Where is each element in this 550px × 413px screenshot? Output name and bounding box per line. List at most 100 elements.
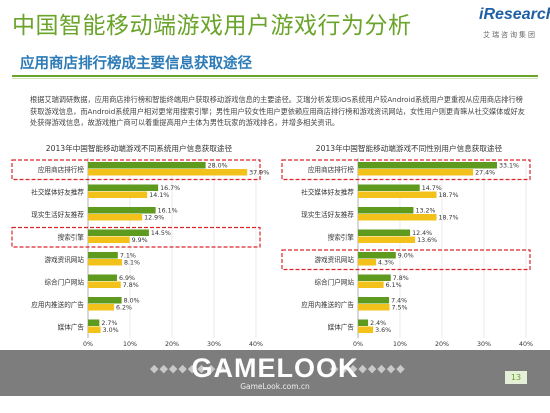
category-label: 媒体广告: [328, 322, 355, 331]
category-label: 搜索引擎: [328, 232, 355, 241]
data-label: 12.4%: [412, 230, 432, 237]
x-tick-label: 30%: [207, 341, 221, 348]
data-label: 7.1%: [120, 253, 136, 260]
data-label: 9.0%: [398, 253, 414, 260]
highlight-box: [281, 249, 531, 271]
bar-series-b: [358, 281, 384, 288]
header-divider: [12, 75, 538, 77]
data-label: 2.7%: [101, 320, 117, 327]
bar-series-a: [88, 252, 118, 259]
bar-series-b: [88, 281, 121, 288]
category-label: 应用内推送的广告: [31, 300, 84, 309]
data-label: 3.0%: [103, 327, 119, 334]
highlight-box: [11, 226, 261, 248]
data-label: 13.6%: [417, 237, 437, 244]
watermark-logo: GAMELOOK: [191, 353, 359, 383]
data-label: 8.1%: [124, 260, 140, 267]
data-label: 7.8%: [123, 282, 139, 289]
data-label: 37.9%: [249, 170, 269, 177]
bar-series-a: [358, 184, 420, 191]
data-label: 28.0%: [208, 163, 228, 170]
bar-series-b: [358, 236, 416, 243]
category-label: 游戏资讯网站: [44, 255, 84, 264]
x-tick-label: 10%: [393, 341, 407, 348]
x-tick-label: 0%: [83, 341, 93, 348]
bar-series-b: [358, 191, 437, 198]
bar-series-a: [88, 297, 122, 304]
category-label: 社交媒体好友推荐: [301, 187, 354, 196]
data-label: 14.1%: [149, 192, 169, 199]
x-tick-label: 20%: [435, 341, 449, 348]
category-label: 搜索引擎: [58, 232, 85, 241]
iresearch-logo: iResearch 艾瑞咨询集团: [473, 4, 550, 44]
summary-paragraph: 根据艾瑞调研数据，应用商店排行榜和智能终端用户获取移动游戏信息的主要途径。艾瑞分…: [30, 95, 525, 128]
bar-series-a: [88, 207, 156, 214]
watermark-url: GameLook.com.cn: [240, 382, 310, 391]
data-label: 16.1%: [158, 208, 178, 215]
category-label: 社交媒体好友推荐: [31, 187, 84, 196]
bar-series-b: [88, 304, 115, 311]
bar-series-b: [358, 214, 437, 221]
category-label: 综合门户网站: [314, 277, 354, 286]
data-label: 14.5%: [151, 230, 171, 237]
data-label: 6.1%: [386, 282, 402, 289]
category-label: 现实生活好友推荐: [301, 210, 354, 219]
data-label: 8.0%: [124, 298, 140, 305]
data-label: 18.7%: [439, 215, 459, 222]
bar-series-a: [358, 162, 498, 169]
x-tick-label: 30%: [477, 341, 491, 348]
bar-series-b: [88, 259, 123, 266]
data-label: 6.2%: [116, 305, 132, 312]
data-label: 2.4%: [370, 320, 386, 327]
page-subtitle: 应用商店排行榜成主要信息获取途径: [20, 56, 252, 72]
watermark-decoration-right: ◆◆◆◆◆◆◆◆: [330, 362, 406, 375]
data-label: 4.3%: [378, 260, 394, 267]
data-label: 33.1%: [499, 163, 519, 170]
bar-series-a: [88, 229, 149, 236]
category-label: 媒体广告: [58, 322, 85, 331]
x-tick-label: 20%: [165, 341, 179, 348]
data-label: 14.7%: [422, 185, 442, 192]
bar-series-b: [88, 169, 248, 176]
category-label: 游戏资讯网站: [314, 255, 354, 264]
bar-series-a: [88, 319, 100, 326]
data-label: 18.7%: [439, 192, 459, 199]
x-tick-label: 40%: [249, 341, 263, 348]
category-label: 应用内推送的广告: [301, 300, 354, 309]
chart-gender-users: 2013年中国智能移动端游戏不同性别用户信息获取途径 应用商店排行榜 33.1% 27…: [278, 138, 540, 350]
bar-series-b: [88, 326, 101, 333]
bar-series-a: [358, 297, 390, 304]
bar-series-b: [358, 304, 390, 311]
bar-series-a: [88, 274, 117, 281]
data-label: 6.9%: [119, 275, 135, 282]
chart-os-users: 2013年中国智能移动端游戏不同系统用户信息获取途径应用商店排行榜 28.0% 37…: [8, 138, 270, 350]
data-label: 13.2%: [415, 208, 435, 215]
watermark-decoration-left: ◆◆◆◆◆◆◆◆: [150, 362, 226, 375]
data-label: 3.6%: [375, 327, 391, 334]
bar-series-a: [88, 184, 159, 191]
footer-strip: [0, 396, 550, 413]
bar-series-a: [358, 274, 391, 281]
data-label: 9.9%: [132, 237, 148, 244]
bar-series-b: [358, 326, 374, 333]
x-tick-label: 0%: [353, 341, 363, 348]
category-label: 应用商店排行榜: [308, 165, 355, 174]
bar-series-b: [88, 214, 143, 221]
header-divider-light: [12, 78, 538, 79]
category-label: 应用商店排行榜: [38, 165, 85, 174]
data-label: 27.4%: [475, 170, 495, 177]
page-number: 13: [505, 371, 527, 384]
chart-title: 2013年中国智能移动端游戏不同系统用户信息获取途径: [46, 143, 233, 153]
highlight-box: [281, 159, 531, 181]
data-label: 7.5%: [392, 305, 408, 312]
data-label: 7.8%: [393, 275, 409, 282]
bar-series-a: [88, 162, 206, 169]
page-title: 中国智能移动端游戏用户游戏行为分析: [12, 13, 412, 39]
bar-series-b: [358, 259, 377, 266]
category-label: 现实生活好友推荐: [31, 210, 84, 219]
data-label: 7.4%: [391, 298, 407, 305]
bar-series-a: [358, 207, 414, 214]
category-label: 综合门户网站: [44, 277, 84, 286]
